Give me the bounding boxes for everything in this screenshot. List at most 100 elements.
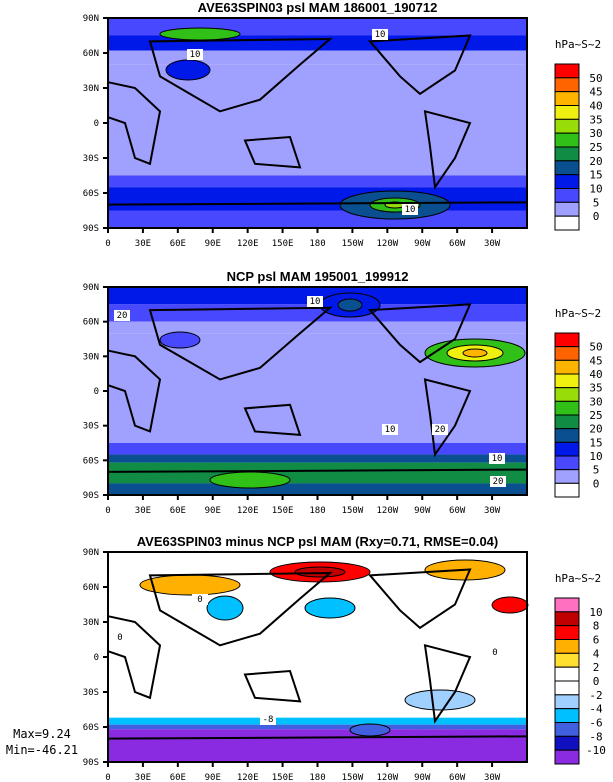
contour-fill [108,724,527,730]
y-tick-label: 0 [94,119,99,129]
colorbar-box [554,469,580,484]
x-tick-label: 60E [170,773,186,782]
y-tick-label: 30S [83,422,99,432]
contour-fill [108,454,527,463]
panel-2: NCP psl MAM 195001_199912 90N 60N 30N 0 30S 60… [83,269,603,516]
contour-fill [108,443,527,455]
x-tick-label: 0 [105,239,110,249]
coastline [367,303,472,364]
coastline [423,378,472,458]
colorbar-label: -10 [586,744,606,757]
y-tick-label: 30N [83,618,99,628]
panel-3: AVE63SPIN03 minus NCP psl MAM (Rxy=0.71,… [6,534,606,782]
colorbar-label: 35 [589,382,602,395]
colorbar-label: 6 [593,634,600,647]
colorbar-box [554,346,580,361]
contour-label-bg [432,424,448,435]
x-tick-label: 120W [376,506,398,516]
x-tick-label: 60W [449,773,466,782]
contour-region [165,59,211,81]
contour-region [294,566,346,578]
contour-label-bg [192,594,208,605]
colorbar-box [554,597,580,613]
panel-title: AVE63SPIN03 psl MAM 186001_190712 [198,0,438,15]
colorbar-label: 50 [589,341,602,354]
colorbar-box [554,387,580,402]
x-tick-label: 30E [135,773,151,782]
contour-label-bg [114,310,130,321]
x-tick-label: 180 [309,239,325,249]
contour-region [349,723,391,737]
colorbar-box [554,105,580,120]
colorbar-box [554,146,580,162]
x-tick-label: 120E [237,773,259,782]
colorbar-box [554,708,580,724]
colorbar-label: -2 [589,689,602,702]
colorbar-box [554,400,580,416]
x-tick-label: 120E [237,239,259,249]
coastline [107,735,528,740]
x-tick-label: 150W [342,239,364,249]
x-tick-label: 120E [237,506,259,516]
contour-fill [108,210,527,228]
colorbar-label: 5 [593,196,600,209]
colorbar-box [554,722,580,737]
contour-label-bg [372,29,388,40]
contour-fill [108,462,527,484]
contour-label: -8 [263,715,274,725]
min-label: Min=-46.21 [6,743,78,757]
y-tick-label: 90S [83,224,99,234]
contour-fill [108,321,527,334]
colorbar-box [554,625,580,641]
colorbar-label: 40 [589,100,602,113]
colorbar-label: -6 [589,717,602,730]
contour-label-bg [307,296,323,307]
y-tick-label: 60S [83,189,99,199]
contour-label-bg [487,647,503,658]
x-tick-label: 90E [205,239,221,249]
coastline [243,403,302,437]
colorbar-box [554,332,580,348]
panel-1: AVE63SPIN03 psl MAM 186001_190712 90N 60N 3… [83,0,603,249]
colorbar-label: 50 [589,72,602,85]
y-tick-label: 90N [83,14,99,24]
contour-fill [108,717,527,725]
colorbar-box [554,174,580,190]
x-tick-label: 30W [484,239,501,249]
contour-fill [108,729,527,762]
contour-label: 20 [117,311,128,321]
colorbar-label: 30 [589,395,602,408]
y-tick-label: 60N [83,49,99,59]
x-tick-label: 90E [205,506,221,516]
x-tick-label: 90W [414,239,431,249]
colorbar-box [554,201,580,217]
panel-title: NCP psl MAM 195001_199912 [227,269,409,284]
colorbar-box [554,359,580,375]
colorbar-box [554,428,580,443]
x-tick-label: 60W [449,239,466,249]
colorbar-box [554,160,580,176]
coastline [107,81,162,166]
contour-label-bg [260,714,276,725]
contour-fill [108,287,527,305]
colorbar-units: hPa~S~2 [555,572,601,585]
x-tick-label: 90W [414,773,431,782]
contour-label-bg [187,49,203,60]
coastline [243,669,302,703]
x-tick-label: 180 [309,773,325,782]
contour-label: 0 [492,648,497,658]
coastline [148,306,333,381]
x-tick-label: 60W [449,506,466,516]
colorbar-box [554,441,580,457]
contour-label: 10 [310,297,321,307]
y-tick-label: 60N [83,318,99,328]
coastline [243,135,302,169]
contour-label: 20 [493,477,504,487]
colorbar-box [554,132,580,148]
x-tick-label: 0 [105,506,110,516]
contour-label: 10 [492,454,503,464]
contour-label: 10 [385,425,396,435]
x-tick-label: 150E [272,506,294,516]
colorbar-box [554,652,580,668]
